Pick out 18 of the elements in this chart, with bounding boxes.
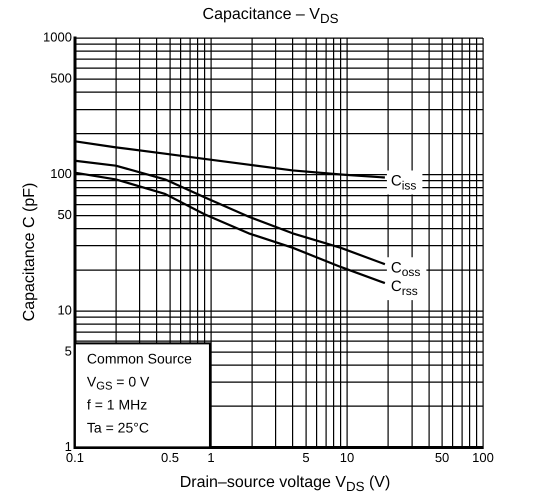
annotation: f = 1 MHz bbox=[86, 396, 148, 412]
x-tick-label: 10 bbox=[340, 450, 354, 465]
x-tick-label: 100 bbox=[472, 450, 494, 465]
y-tick-label: 500 bbox=[50, 70, 72, 86]
chart-title: Capacitance – V$_{DS}$ bbox=[202, 6, 340, 26]
x-tick-label: 0.5 bbox=[160, 450, 180, 465]
x-tick-label: 1 bbox=[207, 450, 215, 465]
y-axis-title: Capacitance C (pF) bbox=[21, 182, 39, 322]
x-tick-label: 5 bbox=[302, 450, 310, 465]
y-tick-label: 5 bbox=[64, 344, 72, 359]
x-tick-label: 50 bbox=[434, 450, 450, 465]
y-tick-label: 10 bbox=[57, 302, 72, 318]
annotation: Common Source bbox=[86, 350, 192, 366]
y-tick-label: 100 bbox=[50, 166, 72, 182]
y-tick-label: 50 bbox=[57, 207, 72, 222]
y-tick-label: 1000 bbox=[43, 30, 72, 45]
x-axis-title: Drain–source voltage V$_{DS}$ (V) bbox=[178, 474, 392, 494]
annotation: Ta = 25°C bbox=[86, 419, 149, 436]
